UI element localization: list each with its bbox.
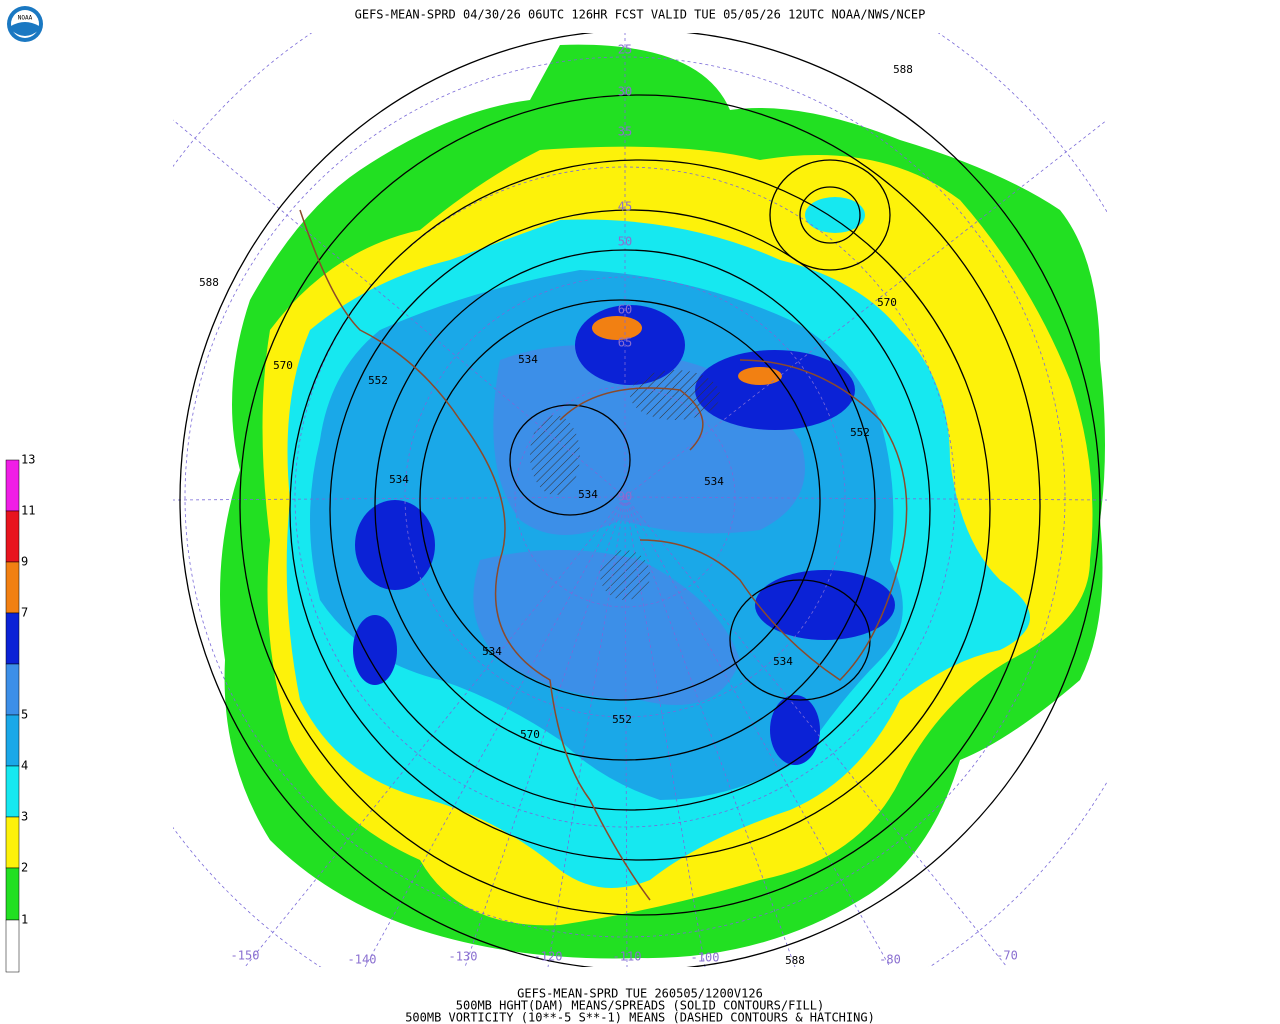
vorticity-hatching [600, 550, 650, 600]
latitude-label: 90 [618, 490, 632, 504]
longitude-label: -150 [231, 949, 260, 963]
latitude-label: 60 [618, 303, 632, 317]
spread-3-4 [805, 197, 865, 233]
latitude-label: 50 [618, 235, 632, 249]
contour-label-group: 588 588 570 552 534 534 534 534 552 570 … [199, 63, 913, 967]
contour-label: 534 [773, 655, 793, 668]
legend-swatch [5, 714, 20, 767]
legend-label: 13 [21, 453, 35, 467]
footer-line: 500MB HGHT(DAM) MEANS/SPREADS (SOLID CON… [456, 999, 824, 1013]
longitude-label: -70 [996, 949, 1018, 963]
vorticity-hatching [530, 415, 580, 495]
longitude-label: -80 [879, 953, 901, 967]
longitude-label: -120 [534, 950, 563, 964]
legend-swatch [5, 919, 20, 973]
spread-7-9 [353, 615, 397, 685]
legend-label: 7 [21, 606, 28, 620]
longitude-labels: -150 -140 -130 -120 -110 -100 -80 -70 [231, 949, 1018, 967]
longitude-label: -130 [449, 950, 478, 964]
contour-label: 534 [518, 353, 538, 366]
legend-label: 11 [21, 504, 35, 518]
legend-label: 2 [21, 861, 28, 875]
latitude-label: 65 [618, 336, 632, 350]
contour-label: 534 [704, 475, 724, 488]
legend-label: 3 [21, 810, 28, 824]
latitude-label: 30 [618, 85, 632, 99]
logo-text: NOAA [18, 15, 33, 22]
spread-7-9 [355, 500, 435, 590]
longitude-label: -110 [613, 950, 642, 964]
color-legend: 1 2 3 4 5 7 9 11 13 [5, 453, 35, 973]
spread-9-11 [592, 316, 642, 340]
contour-label: 552 [368, 374, 388, 387]
noaa-logo: NOAA [7, 6, 43, 42]
footer-line: 500MB VORTICITY (10**-5 S**-1) MEANS (DA… [405, 1011, 875, 1024]
latitude-label: 35 [618, 125, 632, 139]
legend-label: 4 [21, 759, 28, 773]
contour-label: 552 [612, 713, 632, 726]
legend-swatch [5, 765, 20, 818]
contour-label: 570 [877, 296, 897, 309]
legend-swatch [5, 510, 20, 563]
longitude-label: -100 [691, 951, 720, 965]
spread-7-9 [755, 570, 895, 640]
legend-swatch [5, 612, 20, 665]
vorticity-hatching [630, 370, 720, 420]
legend-label: 9 [21, 555, 28, 569]
latitude-label: 45 [618, 200, 632, 214]
contour-label: 588 [199, 276, 219, 289]
logo-wave [11, 22, 39, 36]
legend-label: 1 [21, 913, 28, 927]
latitude-label: 25 [618, 43, 632, 57]
contour-label: 552 [850, 426, 870, 439]
contour-label: 534 [389, 473, 409, 486]
contour-label: 534 [578, 488, 598, 501]
spread-7-9 [695, 350, 855, 430]
legend-swatch [5, 816, 20, 869]
legend-label: 5 [21, 708, 28, 722]
contour-label: 588 [785, 954, 805, 967]
title: GEFS-MEAN-SPRD 04/30/26 06UTC 126HR FCST… [355, 8, 926, 22]
graticule [173, 33, 1107, 967]
legend-swatch [5, 459, 20, 512]
contour-label: 534 [482, 645, 502, 658]
contour-label: 570 [273, 359, 293, 372]
footer-line: GEFS-MEAN-SPRD TUE 260505/1200V126 [517, 987, 763, 1001]
spread-9-11 [738, 367, 782, 385]
legend-swatch [5, 867, 20, 921]
height-contours [179, 33, 1101, 967]
latitude-labels: 25 30 35 45 50 60 65 90 [618, 43, 632, 504]
spread-5-7-south [473, 550, 740, 705]
contour-label: 588 [893, 63, 913, 76]
longitude-label: -140 [348, 953, 377, 967]
legend-swatch [5, 561, 20, 614]
map [173, 33, 1107, 967]
coastlines [299, 209, 908, 901]
contour-label: 570 [520, 728, 540, 741]
legend-swatch [5, 663, 20, 716]
spread-7-9 [770, 695, 820, 765]
